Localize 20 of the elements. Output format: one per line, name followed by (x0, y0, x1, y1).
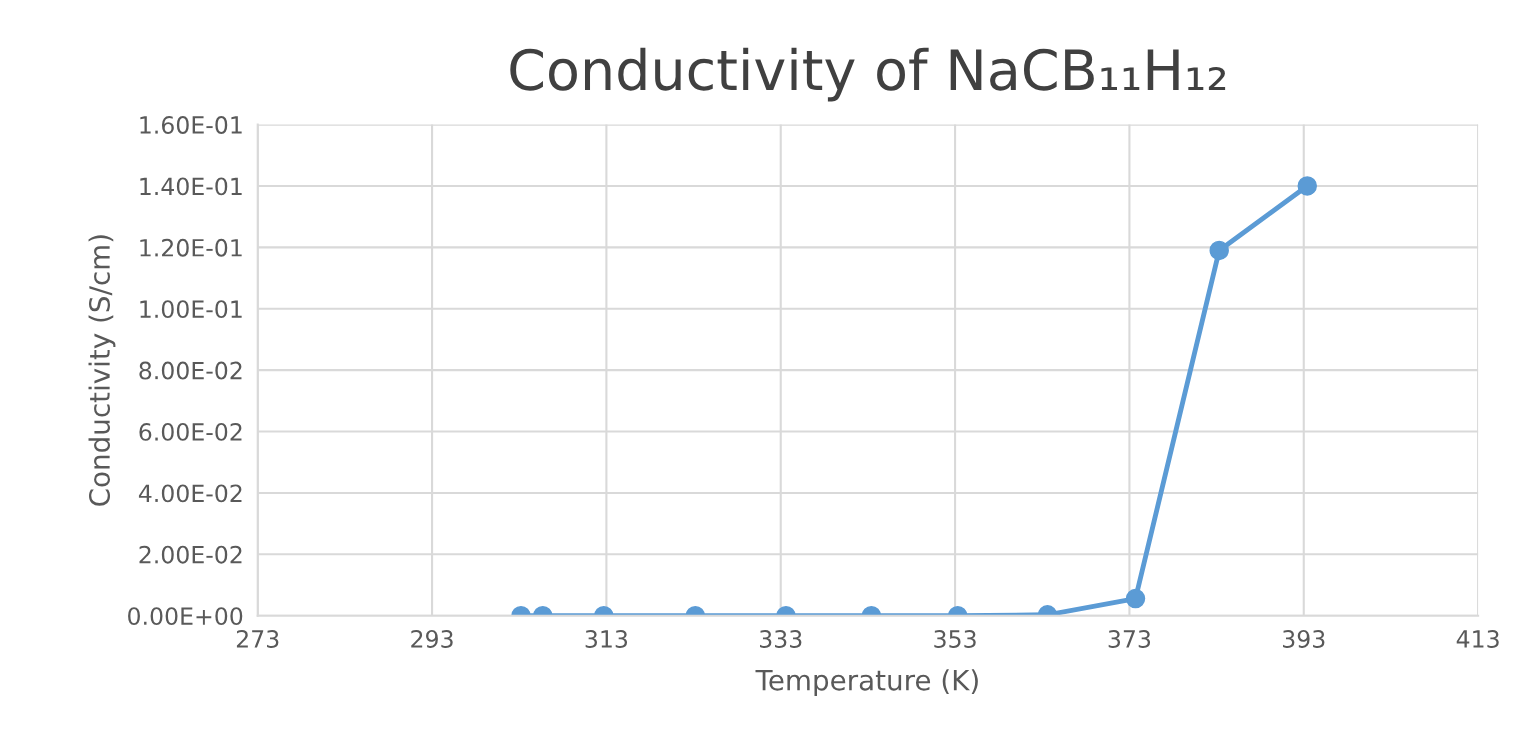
y-axis-title: Conductivity (S/cm) (88, 235, 116, 506)
chart-title: Conductivity of NaCB₁₁H₁₂ (510, 47, 1226, 102)
y-tick-label: 1.00E-01 (140, 300, 242, 319)
x-tick-label: 413 (1456, 630, 1499, 648)
x-tick-label: 373 (1108, 630, 1151, 648)
y-tick-label: 1.60E-01 (140, 116, 242, 134)
y-tick-label: 4.00E-02 (138, 484, 242, 503)
x-tick-label: 273 (236, 630, 279, 648)
y-tick-label: 6.00E-02 (139, 423, 242, 441)
x-tick-label: 333 (760, 630, 802, 648)
x-tick-label: 313 (585, 630, 628, 648)
y-tick-label: 0.00E+00 (128, 607, 243, 626)
x-tick-label: 353 (934, 630, 976, 648)
y-tick-label: 2.00E-02 (139, 545, 242, 564)
y-tick-label: 1.40E-01 (140, 177, 242, 196)
x-axis-title: Temperature (K) (755, 669, 978, 697)
y-tick-label: 8.00E-02 (139, 361, 242, 380)
y-tick-label: 1.20E-01 (140, 238, 242, 257)
x-tick-label: 393 (1283, 630, 1325, 648)
x-tick-label: 293 (411, 630, 453, 648)
